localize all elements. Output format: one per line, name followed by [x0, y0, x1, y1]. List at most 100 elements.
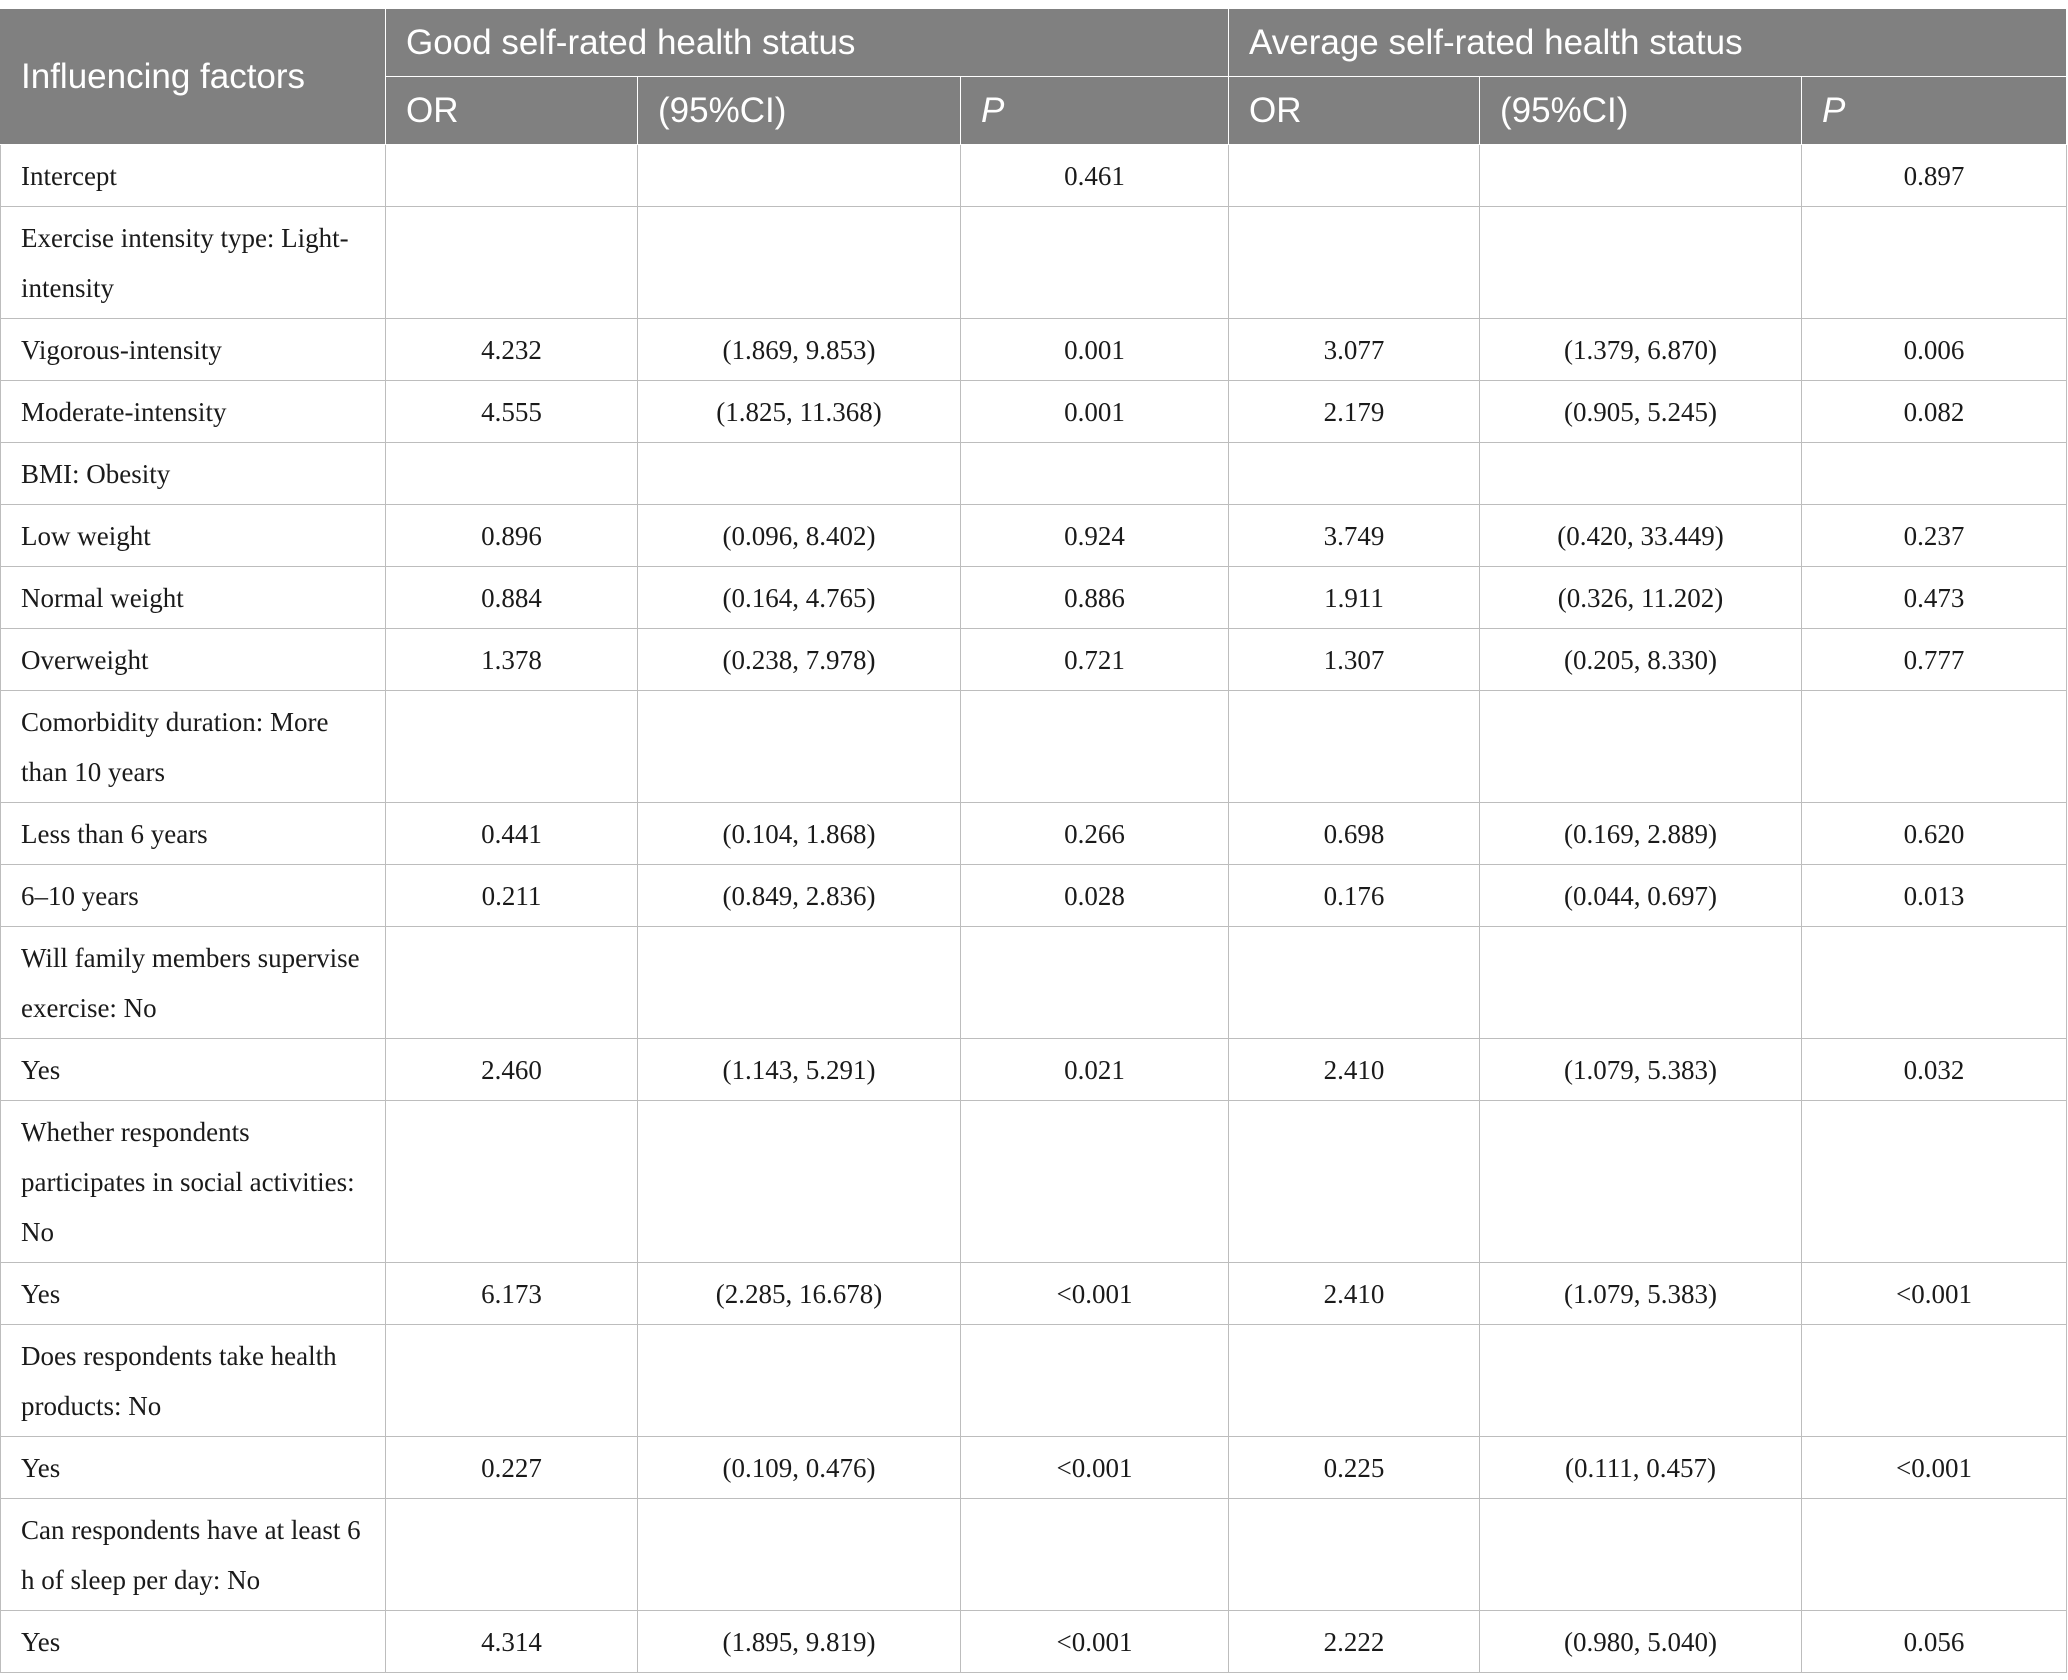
average-p-cell: 0.620 [1801, 802, 2068, 865]
average-p-cell: 0.473 [1801, 566, 2068, 629]
factor-label-cell: Normal weight [0, 566, 386, 629]
average-p-cell: <0.001 [1801, 1436, 2068, 1499]
good-p-cell: 0.001 [959, 380, 1230, 443]
factor-label-cell: BMI: Obesity [0, 442, 386, 505]
good-or-cell [385, 442, 638, 505]
table-row: Will family members supervise exercise: … [0, 926, 2068, 1039]
good-ci-cell: (0.238, 7.978) [637, 628, 961, 691]
good-p-cell: 0.721 [959, 628, 1230, 691]
good-ci-cell [637, 206, 961, 319]
good-or-cell: 6.173 [385, 1262, 638, 1325]
average-ci-cell: (1.379, 6.870) [1479, 318, 1803, 381]
average-or-cell: 1.911 [1228, 566, 1481, 629]
header-row-columns: OR (95%CI) P OR (95%CI) P [1, 76, 2068, 145]
average-p-cell [1801, 442, 2068, 505]
good-ci-cell: (1.143, 5.291) [637, 1038, 961, 1101]
average-or-cell: 1.307 [1228, 628, 1481, 691]
good-p-cell [959, 206, 1230, 319]
average-p-cell [1801, 1498, 2068, 1611]
good-or-cell: 4.232 [385, 318, 638, 381]
average-p-cell [1801, 1324, 2068, 1437]
average-p-cell: 0.897 [1801, 144, 2068, 207]
average-p-cell [1801, 690, 2068, 803]
regression-table: Influencing factors Good self-rated heal… [0, 9, 2068, 1673]
average-or-cell: 0.176 [1228, 864, 1481, 927]
table-row: Normal weight 0.884 (0.164, 4.765) 0.886 1.9… [0, 566, 2068, 629]
average-p-cell: 0.056 [1801, 1610, 2068, 1673]
average-p-cell: 0.032 [1801, 1038, 2068, 1101]
table-row: Does respondents take health products: N… [0, 1324, 2068, 1437]
table-header: Influencing factors Good self-rated heal… [0, 9, 2068, 145]
average-p-cell: 0.237 [1801, 504, 2068, 567]
good-ci-cell [637, 442, 961, 505]
table-row: Overweight 1.378 (0.238, 7.978) 0.721 1.307(… [0, 628, 2068, 691]
good-or-cell: 4.314 [385, 1610, 638, 1673]
average-ci-cell [1479, 144, 1803, 207]
header-average-health-group: Average self-rated health status [1228, 9, 2068, 77]
good-or-cell: 0.896 [385, 504, 638, 567]
header-good-or: OR [385, 76, 638, 145]
average-or-cell: 2.222 [1228, 1610, 1481, 1673]
factor-label-cell: Less than 6 years [0, 802, 386, 865]
average-p-cell [1801, 206, 2068, 319]
table-row: Can respondents have at least 6 h of sle… [0, 1498, 2068, 1611]
good-or-cell: 4.555 [385, 380, 638, 443]
average-ci-cell: (1.079, 5.383) [1479, 1038, 1803, 1101]
good-or-cell: 1.378 [385, 628, 638, 691]
average-or-cell: 2.410 [1228, 1262, 1481, 1325]
average-ci-cell: (0.905, 5.245) [1479, 380, 1803, 443]
good-ci-cell: (0.849, 2.836) [637, 864, 961, 927]
average-ci-cell: (0.980, 5.040) [1479, 1610, 1803, 1673]
factor-label-cell: Low weight [0, 504, 386, 567]
average-or-cell [1228, 206, 1481, 319]
average-p-cell [1801, 1100, 2068, 1263]
good-p-cell: 0.021 [959, 1038, 1230, 1101]
factor-label-cell: Vigorous-intensity [0, 318, 386, 381]
good-or-cell: 0.211 [385, 864, 638, 927]
good-p-cell: <0.001 [959, 1610, 1230, 1673]
good-ci-cell [637, 1100, 961, 1263]
good-p-cell [959, 1498, 1230, 1611]
average-ci-cell [1479, 1498, 1803, 1611]
header-row-groups: Influencing factors Good self-rated heal… [0, 9, 2068, 145]
good-p-cell: 0.886 [959, 566, 1230, 629]
table-row: 6–10 years 0.211 (0.849, 2.836) 0.028 0.176(… [0, 864, 2068, 927]
good-or-cell [385, 144, 638, 207]
table-row: Exercise intensity type: Light-intensity [0, 206, 2068, 319]
good-or-cell: 0.884 [385, 566, 638, 629]
table-row: Moderate-intensity 4.555 (1.825, 11.368) 0.… [0, 380, 2068, 443]
good-or-cell [385, 1100, 638, 1263]
good-ci-cell: (1.869, 9.853) [637, 318, 961, 381]
factor-label-cell: Does respondents take health products: N… [0, 1324, 386, 1437]
factor-label-cell: Yes [0, 1262, 386, 1325]
factor-label-cell: Whether respondents participates in soci… [0, 1100, 386, 1263]
good-p-cell: <0.001 [959, 1436, 1230, 1499]
average-ci-cell [1479, 1324, 1803, 1437]
average-ci-cell: (1.079, 5.383) [1479, 1262, 1803, 1325]
average-ci-cell [1479, 1100, 1803, 1263]
table-row: Less than 6 years 0.441 (0.104, 1.868) 0.26… [0, 802, 2068, 865]
table-row: Whether respondents participates in soci… [0, 1100, 2068, 1263]
average-ci-cell [1479, 206, 1803, 319]
good-p-cell [959, 442, 1230, 505]
table-row: Low weight 0.896 (0.096, 8.402) 0.924 3.749(… [0, 504, 2068, 567]
average-ci-cell [1479, 442, 1803, 505]
factor-label-cell: Can respondents have at least 6 h of sle… [0, 1498, 386, 1611]
factor-label-cell: Moderate-intensity [0, 380, 386, 443]
average-ci-cell: (0.111, 0.457) [1479, 1436, 1803, 1499]
table-row: Yes 0.227 (0.109, 0.476) <0.001 0.225 (0.111,… [0, 1436, 2068, 1499]
good-ci-cell: (1.825, 11.368) [637, 380, 961, 443]
good-p-cell: 0.028 [959, 864, 1230, 927]
factor-label-cell: Overweight [0, 628, 386, 691]
good-ci-cell: (2.285, 16.678) [637, 1262, 961, 1325]
factor-label-cell: Intercept [0, 144, 386, 207]
good-p-cell: 0.266 [959, 802, 1230, 865]
good-ci-cell [637, 926, 961, 1039]
average-ci-cell [1479, 690, 1803, 803]
average-ci-cell: (0.420, 33.449) [1479, 504, 1803, 567]
average-p-cell: 0.013 [1801, 864, 2068, 927]
good-ci-cell: (0.109, 0.476) [637, 1436, 961, 1499]
average-ci-cell: (0.326, 11.202) [1479, 566, 1803, 629]
table-row: Yes 4.314 (1.895, 9.819) <0.001 2.222 (0.980,… [0, 1610, 2068, 1673]
good-or-cell: 2.460 [385, 1038, 638, 1101]
